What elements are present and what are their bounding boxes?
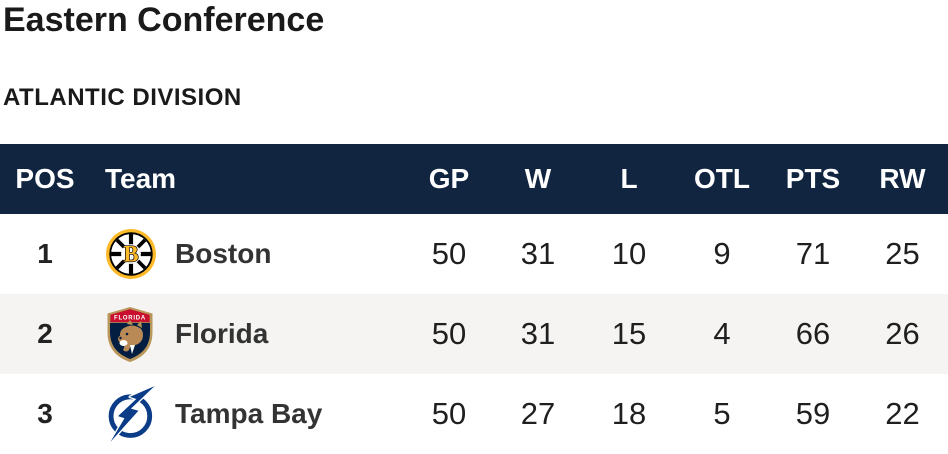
stat-l: 18 xyxy=(611,396,647,431)
column-header-otl[interactable]: OTL xyxy=(694,163,750,194)
column-header-l[interactable]: L xyxy=(620,163,638,194)
stat-gp: 50 xyxy=(431,316,467,351)
stat-pts: 59 xyxy=(795,396,831,431)
team-name: Boston xyxy=(175,238,272,269)
team-name: Florida xyxy=(175,318,269,349)
stat-pts: 66 xyxy=(795,316,831,351)
column-header-team[interactable]: Team xyxy=(105,163,177,194)
table-row[interactable]: 1 xyxy=(0,214,948,294)
stat-l: 10 xyxy=(611,236,647,271)
column-header-w[interactable]: W xyxy=(524,163,552,194)
header-row: POS Team GP W L OTL PTS RW xyxy=(0,144,948,214)
stat-rw: 26 xyxy=(885,316,920,351)
tampa-bay-lightning-logo-icon xyxy=(105,385,161,443)
stat-gp: 50 xyxy=(431,236,467,271)
division-heading: ATLANTIC DIVISION xyxy=(3,84,242,111)
team-link-boston[interactable]: B Boston xyxy=(90,225,405,283)
team-link-tampa-bay[interactable]: Tampa Bay xyxy=(90,385,405,443)
stat-pts: 71 xyxy=(795,236,831,271)
table-row[interactable]: 3 Tampa Bay 50 27 18 5 59 22 xyxy=(0,374,948,454)
column-header-pts[interactable]: PTS xyxy=(785,163,841,194)
column-header-gp[interactable]: GP xyxy=(428,163,470,194)
stat-otl: 4 xyxy=(713,316,731,351)
table-row[interactable]: 2 FLORIDA xyxy=(0,294,948,374)
stat-w: 31 xyxy=(520,316,556,351)
page-title: Eastern Conference xyxy=(3,1,325,39)
svg-text:B: B xyxy=(123,241,138,266)
stat-otl: 5 xyxy=(713,396,731,431)
stat-gp: 50 xyxy=(431,396,467,431)
team-link-florida[interactable]: FLORIDA Florida xyxy=(90,305,405,363)
stat-rw: 25 xyxy=(885,236,920,271)
team-name: Tampa Bay xyxy=(175,398,323,429)
position-rank: 2 xyxy=(37,318,53,349)
column-header-pos[interactable]: POS xyxy=(15,163,75,194)
position-rank: 1 xyxy=(37,238,53,269)
stat-w: 31 xyxy=(520,236,556,271)
stat-w: 27 xyxy=(520,396,556,431)
florida-panthers-logo-icon: FLORIDA xyxy=(105,305,161,363)
table-header: POS Team GP W L OTL PTS RW xyxy=(0,144,948,214)
boston-bruins-logo-icon: B xyxy=(105,225,161,283)
position-rank: 3 xyxy=(37,398,53,429)
stat-rw: 22 xyxy=(885,396,920,431)
column-header-rw[interactable]: RW xyxy=(879,163,926,194)
stat-otl: 9 xyxy=(713,236,731,271)
standings-table: POS Team GP W L OTL PTS RW 1 xyxy=(0,144,948,454)
svg-text:FLORIDA: FLORIDA xyxy=(114,315,146,321)
stat-l: 15 xyxy=(611,316,647,351)
